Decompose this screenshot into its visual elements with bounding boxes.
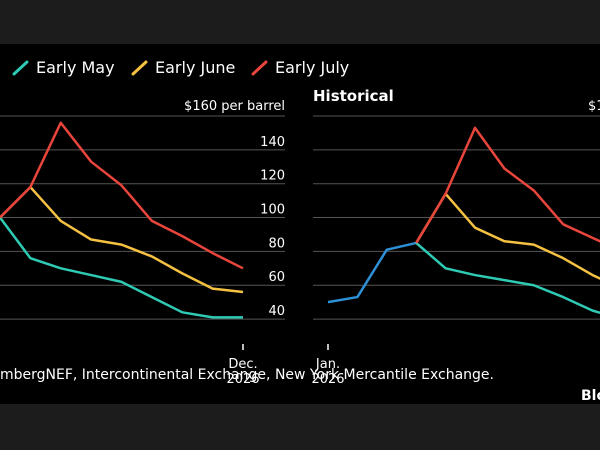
y-tick-label-forecast-60: 60 bbox=[268, 270, 285, 285]
legend-label-early-june: Early June bbox=[155, 58, 235, 77]
y-tick-label-forecast-140: 140 bbox=[260, 135, 285, 150]
y-unit-label-historical: $1 bbox=[588, 99, 600, 114]
x-tick-label-forecast-end-year: 2026 bbox=[226, 372, 259, 387]
y-tick-label-forecast-80: 80 bbox=[268, 236, 285, 251]
y-tick-label-forecast-100: 100 bbox=[260, 203, 285, 218]
brand-logo-text: Blo bbox=[581, 388, 600, 404]
series-line-forecast-early-june bbox=[0, 185, 244, 294]
legend-swatch-early-may bbox=[12, 60, 29, 76]
y-tick-label-forecast-120: 120 bbox=[260, 169, 285, 184]
x-tick-label-forecast-end-month: Dec. bbox=[228, 357, 257, 372]
chart-panel: Early May Early June Early July 40 60 80 100 12… bbox=[0, 44, 600, 404]
legend-label-early-may: Early May bbox=[36, 58, 115, 77]
x-tick-label-historical-start-year: 2026 bbox=[311, 372, 344, 387]
y-unit-label-forecast: $160 per barrel bbox=[184, 99, 285, 114]
legend-swatch-early-june bbox=[131, 60, 148, 76]
panel-title-historical: Historical bbox=[313, 87, 394, 105]
series-line-forecast-early-july bbox=[0, 121, 244, 270]
series-line-forecast-early-may bbox=[0, 216, 243, 319]
legend-label-early-july: Early July bbox=[275, 58, 349, 77]
oil-price-forecast-chart: Early May Early June Early July 40 60 80 100 12… bbox=[0, 58, 600, 404]
x-tick-label-historical-start-month: Jan. bbox=[315, 357, 340, 372]
series-line-historical-early-july bbox=[415, 126, 600, 244]
legend-swatch-early-july bbox=[251, 60, 268, 76]
series-line-historical-actual bbox=[327, 241, 417, 304]
series-line-historical-early-may bbox=[415, 241, 600, 315]
series-line-historical-early-june bbox=[415, 192, 600, 280]
source-note: mbergNEF, Intercontinental Exchange, New… bbox=[0, 367, 494, 383]
y-tick-label-forecast-40: 40 bbox=[268, 304, 285, 319]
